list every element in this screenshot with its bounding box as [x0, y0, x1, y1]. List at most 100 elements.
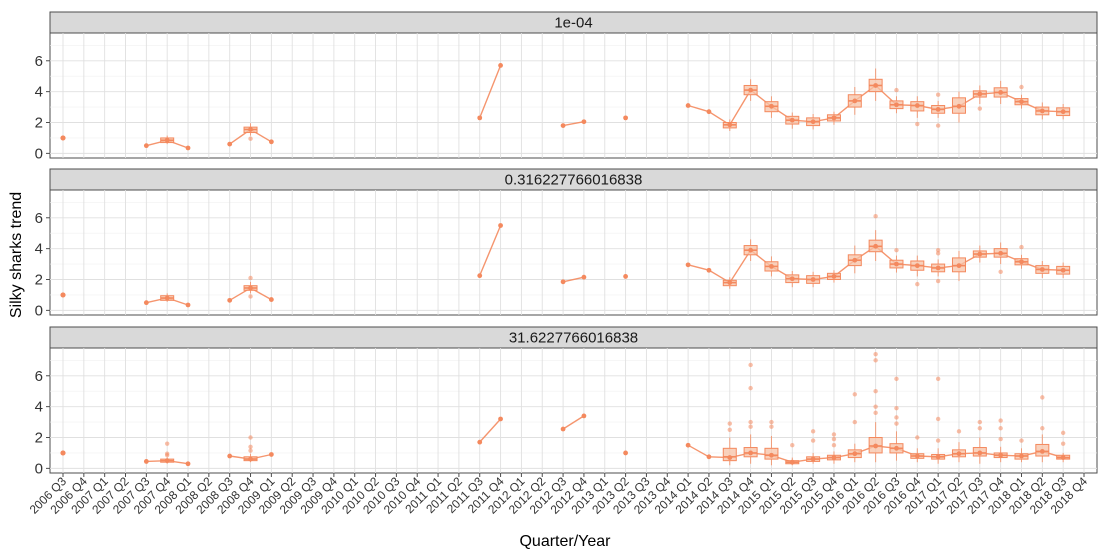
data-point — [831, 115, 837, 121]
data-point — [810, 119, 816, 125]
outlier-point — [748, 424, 753, 429]
data-point — [706, 267, 712, 273]
data-point — [873, 83, 879, 88]
data-point — [498, 63, 503, 68]
data-point — [498, 416, 503, 422]
outlier-point — [748, 419, 753, 425]
outlier-point — [164, 441, 170, 446]
data-point — [914, 103, 920, 108]
data-point — [789, 117, 795, 123]
data-point — [477, 439, 483, 445]
outlier-point — [998, 269, 1003, 274]
outlier-point — [873, 214, 878, 219]
data-point — [998, 250, 1004, 256]
data-point — [477, 273, 483, 279]
outlier-point — [977, 106, 983, 111]
facet-strip-label: 0.316227766016838 — [505, 172, 643, 189]
data-point — [164, 137, 170, 143]
outlier-point — [1040, 395, 1045, 400]
y-tick-label: 2 — [35, 272, 43, 289]
data-point — [227, 141, 233, 147]
data-point — [1039, 267, 1045, 272]
data-point — [581, 274, 587, 280]
data-point — [894, 261, 899, 267]
data-point — [185, 461, 191, 467]
outlier-point — [894, 405, 899, 411]
facet-panel: 31.6227766016838 0 2 4 6 — [35, 326, 1098, 477]
outlier-point — [935, 247, 941, 253]
data-point — [748, 247, 754, 253]
y-tick-label: 4 — [35, 399, 43, 416]
y-tick-label: 6 — [35, 368, 43, 385]
data-point — [227, 297, 233, 303]
series-line — [562, 415, 585, 430]
data-point — [810, 456, 816, 462]
data-point — [727, 280, 733, 285]
y-tick-label: 6 — [35, 53, 43, 70]
y-tick-label: 4 — [35, 241, 43, 258]
data-point — [143, 459, 149, 464]
data-point — [852, 98, 858, 104]
outlier-point — [831, 436, 837, 442]
series-line — [562, 121, 585, 127]
data-point — [477, 115, 483, 121]
outlier-point — [248, 448, 253, 453]
data-point — [268, 452, 274, 457]
outlier-point — [248, 136, 253, 141]
data-point — [831, 455, 837, 460]
outlier-point — [248, 435, 253, 440]
data-point — [1019, 453, 1024, 459]
outlier-point — [935, 251, 941, 256]
data-point — [914, 453, 920, 459]
outlier-point — [894, 415, 899, 420]
x-axis-title: Quarter/Year — [519, 533, 611, 550]
data-point — [706, 109, 712, 115]
y-tick-label: 4 — [35, 84, 43, 101]
data-point — [227, 453, 233, 459]
data-point — [914, 263, 920, 269]
data-point — [143, 143, 149, 149]
data-point — [748, 450, 754, 456]
outlier-point — [915, 435, 920, 440]
data-point — [956, 263, 962, 269]
outlier-point — [831, 432, 837, 437]
outlier-point — [935, 438, 941, 443]
outlier-point — [998, 426, 1003, 431]
data-point — [789, 276, 795, 282]
outlier-point — [935, 123, 941, 128]
outlier-point — [915, 281, 920, 287]
data-point — [143, 300, 149, 306]
outlier-point — [935, 278, 941, 284]
outlier-point — [164, 453, 170, 458]
outlier-point — [998, 418, 1003, 423]
data-point — [956, 103, 962, 109]
outlier-point — [894, 376, 899, 382]
data-point — [498, 223, 503, 228]
facet-panel: 0.316227766016838 0 2 4 6 — [35, 168, 1098, 319]
data-point — [1019, 99, 1024, 105]
facet-panel: 1e-04 0 2 4 6 — [35, 11, 1098, 162]
data-point — [894, 102, 899, 108]
data-point — [706, 454, 712, 460]
data-point — [185, 302, 191, 308]
series-line — [562, 276, 585, 283]
data-point — [998, 452, 1004, 458]
data-point — [185, 145, 191, 151]
data-point — [831, 274, 837, 279]
data-point — [769, 103, 774, 109]
data-point — [164, 458, 170, 464]
facet-strip-label: 31.6227766016838 — [509, 330, 638, 347]
outlier-point — [810, 438, 816, 443]
outlier-point — [769, 419, 774, 425]
outlier-point — [873, 410, 878, 416]
outlier-point — [873, 389, 878, 394]
outlier-point — [998, 436, 1003, 442]
data-point — [581, 119, 587, 125]
outlier-point — [852, 419, 857, 425]
y-tick-label: 0 — [35, 460, 43, 477]
data-point — [1039, 108, 1045, 114]
outlier-point — [1019, 244, 1024, 250]
outlier-point — [894, 421, 899, 426]
data-point — [727, 122, 733, 128]
